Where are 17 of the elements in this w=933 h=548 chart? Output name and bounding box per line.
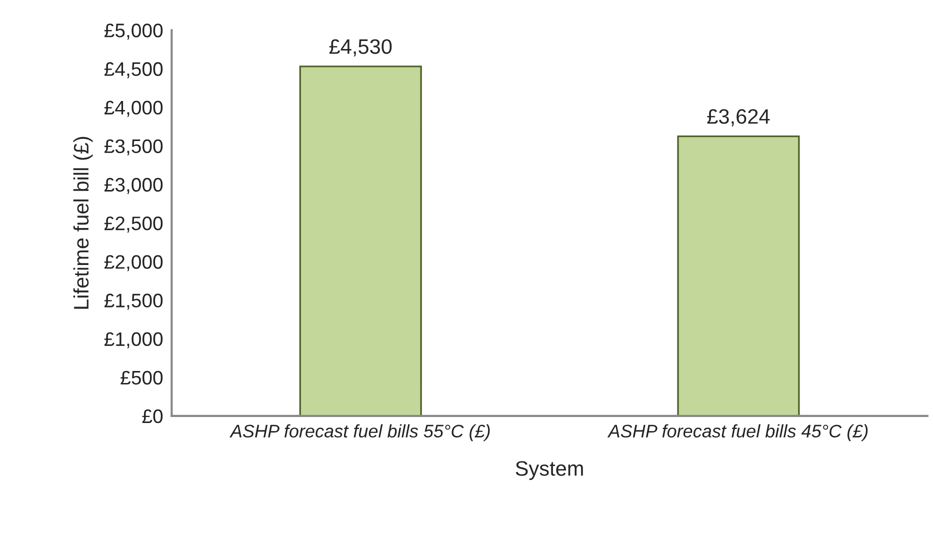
y-tick-label: £4,000 bbox=[104, 100, 163, 117]
y-tick-label: £3,500 bbox=[104, 139, 163, 156]
y-tick-label: £2,500 bbox=[104, 216, 163, 233]
y-tick-label: £1,500 bbox=[104, 294, 163, 310]
y-tick-label: £500 bbox=[120, 370, 163, 385]
y-tick-label: £1,000 bbox=[104, 332, 163, 348]
y-axis-title: Lifetime fuel bill (£) bbox=[73, 136, 93, 309]
y-tick-label: £5,000 bbox=[104, 24, 163, 40]
x-tick-label: ASHP forecast fuel bills 55°C (£) bbox=[230, 424, 490, 442]
x-axis-title: System bbox=[516, 461, 583, 480]
y-tick-label: £2,000 bbox=[104, 255, 163, 272]
y-tick-label: £3,000 bbox=[104, 178, 163, 194]
y-tick-label: £0 bbox=[142, 409, 163, 424]
data-label: £3,624 bbox=[707, 109, 770, 126]
y-tick-label: £4,500 bbox=[104, 62, 163, 78]
x-tick-label: ASHP forecast fuel bills 45°C (£) bbox=[607, 424, 868, 442]
data-label: £4,530 bbox=[329, 39, 392, 56]
